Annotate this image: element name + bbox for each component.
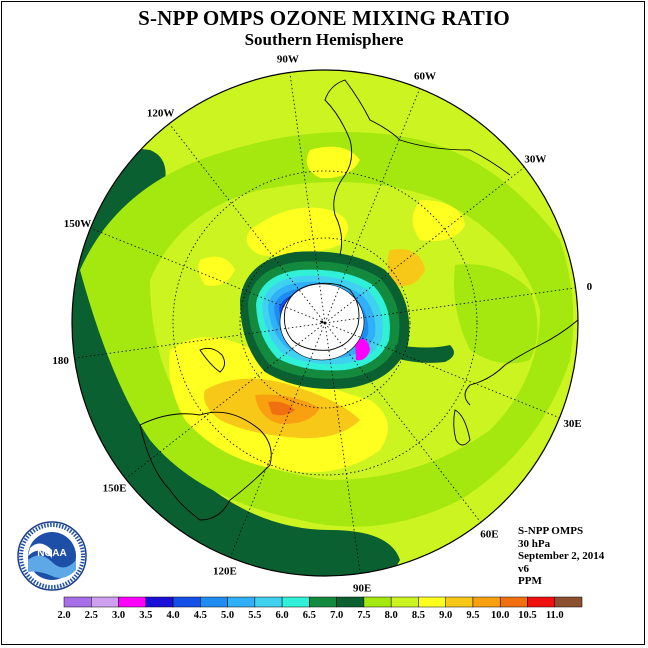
colorbar-label-5.0: 5.0 (221, 610, 234, 621)
instrument-label: S-NPP OMPS (518, 525, 584, 537)
colorbar-label-8.5: 8.5 (412, 610, 425, 621)
colorbar-swatch-6.5 (309, 596, 337, 608)
band-8-5-sandes (306, 146, 360, 179)
coast-madagascar (453, 409, 471, 446)
meridian-label-30E: 30E (563, 418, 581, 430)
meridian-label-60W: 60W (414, 70, 436, 82)
colorbar-swatch-2.5 (91, 596, 119, 608)
south-pole-marker (320, 320, 324, 324)
colorbar-label-6.0: 6.0 (276, 610, 289, 621)
colorbar-label-9.0: 9.0 (439, 610, 452, 621)
meridian-label-120W: 120W (147, 108, 175, 120)
colorbar-swatch-8.0 (390, 596, 419, 608)
band-8-0-se (454, 264, 538, 364)
latitude-circle-1 (172, 170, 478, 476)
meridian-label-60E: 60E (480, 528, 498, 540)
colorbar-swatch-3.0 (118, 596, 147, 608)
band-8-5-atlantic (412, 200, 465, 241)
colorbar-swatch-8.5 (418, 596, 446, 608)
colorbar-label-11.0: 11.0 (546, 610, 564, 621)
coast-antarctica (283, 282, 360, 351)
colorbar-swatch-6.0 (281, 596, 310, 608)
colorbar-label-3.0: 3.0 (112, 610, 125, 621)
colorbar-label-2.0: 2.0 (57, 610, 70, 621)
colorbar-label-4.5: 4.5 (194, 610, 207, 621)
meridian-label-120E: 120E (213, 566, 237, 578)
vortex-tongue (395, 345, 454, 363)
vortex-3-0 (355, 338, 370, 361)
colorbar-swatch-5.5 (254, 596, 283, 608)
coast-africa (464, 319, 578, 406)
colorbar-label-3.5: 3.5 (139, 610, 152, 621)
coast-australia (139, 411, 272, 521)
coast-new-zealand (199, 347, 225, 373)
band-8-5-north (246, 207, 348, 257)
colorbar-label-7.5: 7.5 (357, 610, 370, 621)
observation-date: September 2, 2014 (518, 550, 605, 562)
colorbar-label-10.0: 10.0 (491, 610, 509, 621)
map-boundary (71, 69, 579, 577)
map-title: S-NPP OMPS OZONE MIXING RATIO (138, 6, 510, 30)
colorbar-swatch-10.5 (527, 596, 555, 608)
meridian-label-150E: 150E (103, 482, 127, 494)
ozone-field (72, 70, 578, 576)
colorbar-label-8.0: 8.0 (385, 610, 398, 621)
pressure-level: 30 hPa (518, 537, 551, 550)
colorbar-swatch-5.0 (227, 596, 256, 608)
noaa-logo: NOAA (16, 520, 88, 592)
colorbar-swatch-11.0 (554, 596, 583, 608)
coast-south-america (324, 79, 511, 256)
colorbar-swatch-10.0 (499, 596, 528, 608)
meridian-label-150W: 150W (64, 218, 92, 230)
map-subtitle: Southern Hemisphere (244, 30, 404, 49)
band-7-0-west (72, 148, 400, 576)
colorbar-swatch-9.0 (445, 596, 474, 608)
colorbar-swatch-3.5 (145, 596, 174, 608)
colorbar-label-4.0: 4.0 (166, 610, 179, 621)
colorbar-swatch-4.5 (200, 596, 228, 608)
colorbar-label-5.5: 5.5 (248, 610, 261, 621)
product-version: v6 (518, 562, 529, 575)
colorbar-swatch-9.5 (472, 596, 501, 608)
product-info: S-NPP OMPS 30 hPa September 2, 2014 v6 P… (518, 525, 604, 588)
colorbar-label-7.0: 7.0 (330, 610, 343, 621)
colorbar-swatch-7.5 (363, 596, 392, 608)
colorbar-swatch-7.0 (336, 596, 365, 608)
noaa-logo-text: NOAA (37, 548, 66, 559)
meridian-label-30W: 30W (524, 154, 546, 166)
colorbar-label-6.5: 6.5 (303, 610, 316, 621)
meridian-label-90E: 90E (353, 582, 371, 594)
colorbar-label-10.5: 10.5 (518, 610, 536, 621)
units-label: PPM (518, 575, 542, 587)
latitude-circle-0 (239, 237, 411, 409)
meridian-label-90W: 90W (277, 54, 299, 66)
band-7-5-pacific (198, 256, 235, 286)
colorbar-label-2.5: 2.5 (85, 610, 98, 621)
colorbar-swatch-4.0 (172, 596, 201, 608)
meridian-label-180: 180 (52, 355, 69, 367)
colorbar-label-9.5: 9.5 (466, 610, 479, 621)
colorbar-swatch-2.0 (63, 596, 92, 608)
meridian-label-0: 0 (587, 281, 593, 293)
band-10-core (268, 401, 295, 416)
